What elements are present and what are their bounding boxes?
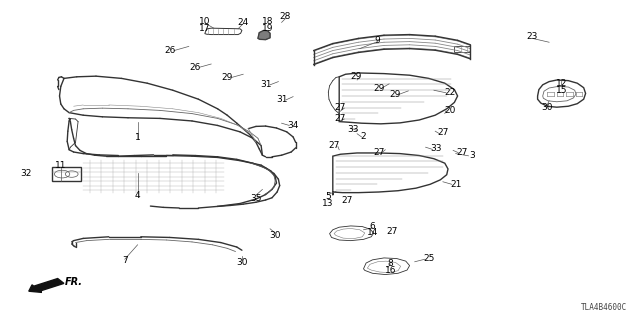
Text: 31: 31: [260, 80, 271, 89]
Text: 14: 14: [367, 228, 378, 237]
Text: 10: 10: [199, 17, 211, 26]
Text: 21: 21: [450, 180, 461, 188]
Text: 9: 9: [375, 36, 380, 44]
Text: 33: 33: [431, 144, 442, 153]
Text: 29: 29: [350, 72, 362, 81]
Text: 11: 11: [55, 161, 67, 170]
Text: 1: 1: [135, 133, 140, 142]
Text: 18: 18: [262, 17, 273, 26]
FancyArrow shape: [29, 278, 64, 292]
Text: 35: 35: [250, 194, 262, 203]
Text: 26: 26: [189, 63, 201, 72]
Polygon shape: [258, 30, 270, 40]
Text: 20: 20: [444, 106, 456, 115]
Text: 19: 19: [262, 24, 273, 33]
Text: 27: 27: [437, 128, 449, 137]
Text: 25: 25: [423, 254, 435, 263]
Text: 30: 30: [236, 258, 248, 267]
Text: 6: 6: [370, 222, 375, 231]
Text: 29: 29: [221, 73, 233, 82]
Text: 27: 27: [386, 228, 397, 236]
Text: FR.: FR.: [65, 277, 83, 287]
Text: 3: 3: [470, 151, 475, 160]
Text: TLA4B4600C: TLA4B4600C: [581, 303, 627, 312]
Text: 29: 29: [390, 90, 401, 99]
Text: 17: 17: [199, 24, 211, 33]
Text: 8: 8: [388, 259, 393, 268]
Text: 30: 30: [269, 231, 281, 240]
Text: 4: 4: [135, 191, 140, 200]
Text: 2: 2: [361, 132, 366, 140]
Text: 26: 26: [164, 46, 175, 55]
Text: 34: 34: [287, 121, 299, 130]
Text: 28: 28: [280, 12, 291, 21]
Text: 31: 31: [276, 95, 287, 104]
Text: 12: 12: [556, 79, 567, 88]
Text: 27: 27: [373, 148, 385, 156]
Text: 29: 29: [373, 84, 385, 92]
Text: 7: 7: [122, 256, 127, 265]
Text: 27: 27: [335, 114, 346, 123]
Text: 27: 27: [328, 141, 340, 150]
Text: 13: 13: [322, 199, 333, 208]
Text: 5: 5: [325, 192, 330, 201]
Text: 30: 30: [541, 103, 553, 112]
Text: 15: 15: [556, 86, 567, 95]
Text: 32: 32: [20, 169, 31, 178]
Text: 27: 27: [341, 196, 353, 204]
Text: 23: 23: [527, 32, 538, 41]
Text: 24: 24: [237, 18, 249, 27]
Text: 16: 16: [385, 266, 396, 275]
Text: 22: 22: [444, 88, 456, 97]
Text: 27: 27: [456, 148, 468, 156]
Text: 33: 33: [348, 125, 359, 134]
Text: 27: 27: [335, 103, 346, 112]
